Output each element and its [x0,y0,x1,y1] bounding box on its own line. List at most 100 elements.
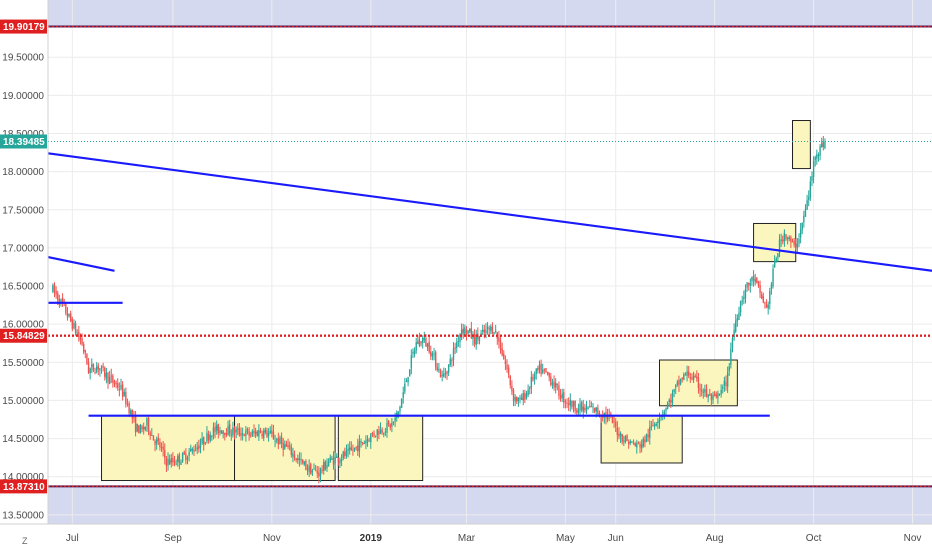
candle-body [637,442,640,444]
candle-body [645,433,648,442]
candle-body [387,421,390,425]
candle-body [499,340,502,351]
candle-body [105,372,108,379]
candle-body [438,368,440,371]
candle-body [73,322,75,329]
candle-body [115,382,117,385]
candle-body [147,418,150,432]
candle-body [652,424,654,426]
candle-body [624,436,627,443]
candle-body [623,440,625,442]
candle-body [527,389,529,396]
candle-body [428,341,430,353]
candle-body [434,352,437,368]
candle-body [687,371,690,376]
candle-body [233,427,236,434]
candle-body [418,339,421,346]
candle-body [636,443,638,448]
candle-body [370,434,372,443]
candle-body [177,456,179,463]
candle-body [358,441,361,452]
candle-body [288,445,291,447]
candle-body [71,319,74,329]
highlight-box [792,120,811,170]
candle-body [783,232,786,242]
candle-body [337,457,340,463]
candle-body [86,354,88,365]
candle-body [253,430,255,433]
candle-body [81,338,83,345]
candle-body [318,472,320,477]
candle-body [613,421,615,423]
candle-body [619,433,622,437]
candle-body [782,239,784,242]
candle-body [713,393,716,396]
candle-body [301,459,304,463]
candle-body [204,442,207,444]
candle-body [293,454,296,458]
candle-body [506,364,508,370]
candle-body [284,444,286,449]
price-tick-label: 19.50000 [2,53,44,64]
trendlines[interactable] [47,152,932,417]
candle-body [365,440,367,444]
candle-body [524,393,526,400]
trendline [47,152,932,272]
candle-body [415,342,417,351]
candle-body [447,364,450,373]
candle-body [314,470,317,472]
candle-body [812,161,815,177]
horizontal-levels[interactable] [48,25,932,488]
candle-body [433,353,435,355]
candle-body [130,410,132,415]
candle-body [254,431,257,434]
candlesticks [52,135,826,484]
candle-body [417,341,419,344]
time-tick-label: Sep [164,533,182,544]
candle-body [267,433,270,437]
candle-body [313,468,315,470]
candle-body [704,389,706,393]
candle-body [808,197,810,200]
candle-body [473,334,476,345]
candle-body [394,417,396,422]
candle-body [563,392,565,403]
candle-body [188,452,190,457]
highlight-box [600,415,683,464]
candle-body [579,403,581,411]
candle-body [621,434,623,442]
candle-body [736,318,739,321]
price-tick-label: 18.00000 [2,167,44,178]
candle-body [543,368,546,370]
candle-body [788,237,790,240]
candle-body [319,468,322,477]
candle-body [389,424,391,428]
candle-body [718,393,721,395]
candle-body [430,351,432,356]
candle-body [347,448,349,451]
candle-body [671,393,674,404]
candle-body [363,443,365,445]
candle-body [214,426,216,432]
candle-body [535,368,537,374]
candle-body [70,313,72,321]
price-axis[interactable]: 13.50000 14.00000 14.50000 15.00000 15.50000… [2,0,49,524]
candle-body [757,281,760,286]
candle-body [219,430,221,433]
candle-body [566,402,568,404]
candle-body [616,427,619,436]
candle-body [329,457,331,462]
candle-body [439,370,442,378]
candle-body [735,320,737,332]
candle-body [245,430,247,436]
candle-body [133,417,135,419]
candle-body [452,348,455,361]
candle-body [196,447,198,450]
time-axis[interactable]: Jul Sep Nov 2019 Mar May Jun Aug Oct Nov [0,523,932,544]
candle-body [248,430,250,436]
candle-body [357,445,359,452]
candle-body [540,363,542,375]
candle-body [770,284,773,290]
candle-body [164,449,166,458]
